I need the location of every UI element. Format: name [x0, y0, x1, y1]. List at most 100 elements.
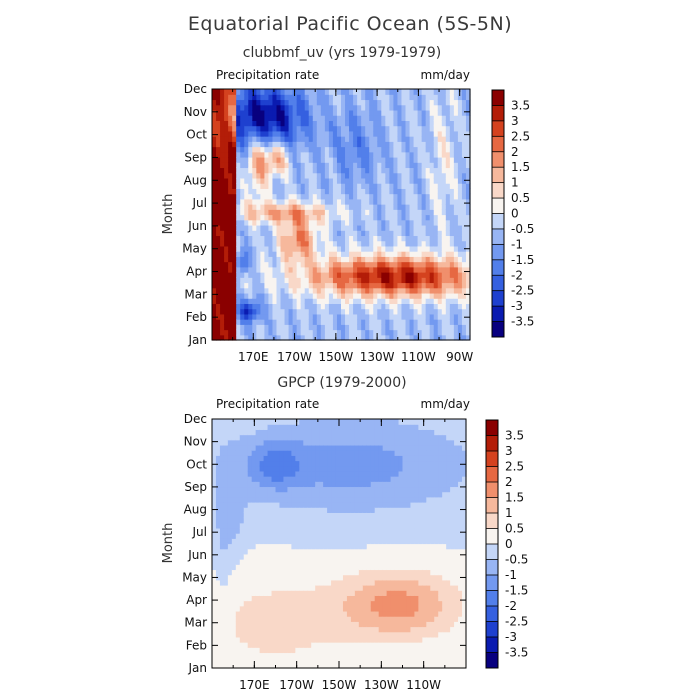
heatmap-cell	[271, 642, 277, 648]
heatmap-cell	[275, 595, 281, 602]
heatmap-cell	[339, 631, 344, 638]
heatmap-cell	[216, 141, 221, 148]
heatmap-cell	[271, 548, 277, 555]
heatmap-cell	[345, 104, 350, 111]
heatmap-cell	[215, 631, 221, 638]
heatmap-cell	[365, 240, 370, 247]
heatmap-cell	[354, 657, 360, 664]
heatmap-cell	[259, 636, 265, 643]
heatmap-cell	[260, 99, 266, 106]
heatmap-cell	[259, 590, 265, 596]
heatmap-cell	[319, 507, 324, 513]
heatmap-cell	[212, 455, 217, 462]
colorbar-swatch	[492, 167, 504, 184]
heatmap-cell	[331, 569, 336, 576]
heatmap-cell	[421, 319, 427, 325]
heatmap-cell	[255, 424, 261, 430]
heatmap-cell	[260, 329, 266, 336]
heatmap-cell	[275, 491, 281, 498]
heatmap-cell	[385, 130, 390, 137]
heatmap-cell	[212, 162, 217, 169]
heatmap-cell	[268, 146, 274, 153]
y-tick-label: Nov	[184, 105, 207, 119]
heatmap-cell	[457, 266, 463, 273]
heatmap-cell	[312, 266, 318, 273]
heatmap-cell	[405, 235, 411, 242]
heatmap-cell	[437, 89, 443, 95]
heatmap-cell	[339, 512, 344, 519]
heatmap-cell	[381, 151, 386, 158]
heatmap-cell	[259, 486, 265, 493]
heatmap-cell	[283, 626, 289, 633]
heatmap-cell	[327, 553, 332, 560]
heatmap-cell	[323, 476, 328, 482]
heatmap-cell	[264, 272, 270, 278]
heatmap-cell	[276, 298, 282, 304]
heatmap-cell	[307, 626, 312, 633]
heatmap-cell	[324, 125, 330, 132]
heatmap-cell	[433, 209, 439, 216]
heatmap-cell	[405, 240, 411, 247]
heatmap-cell	[264, 277, 270, 284]
heatmap-cell	[220, 99, 225, 106]
colorbar-label: -1.5	[511, 253, 534, 267]
heatmap-cell	[311, 533, 316, 539]
heatmap-cell	[336, 109, 342, 116]
heatmap-cell	[279, 590, 285, 596]
heatmap-cell	[393, 334, 399, 341]
heatmap-cell	[315, 496, 320, 503]
heatmap-cell	[224, 230, 229, 237]
heatmap-cell	[296, 204, 302, 210]
heatmap-cell	[259, 444, 265, 451]
heatmap-cell	[220, 219, 225, 226]
heatmap-cell	[323, 642, 328, 648]
heatmap-cell	[385, 224, 390, 231]
heatmap-cell	[276, 334, 282, 341]
heatmap-cell	[295, 517, 300, 524]
heatmap-cell	[311, 657, 316, 664]
heatmap-cell	[361, 167, 366, 174]
heatmap-cell	[357, 292, 362, 299]
heatmap-cell	[397, 136, 403, 142]
heatmap-cell	[320, 272, 326, 278]
heatmap-cell	[239, 496, 245, 503]
heatmap-cell	[342, 491, 348, 498]
heatmap-cell	[437, 115, 443, 121]
heatmap-cell	[335, 470, 340, 477]
heatmap-cell	[267, 626, 273, 633]
heatmap-cell	[315, 444, 320, 451]
heatmap-cell	[417, 209, 423, 216]
heatmap-cell	[212, 631, 217, 638]
heatmap-cell	[224, 99, 229, 106]
heatmap-cell	[373, 172, 378, 179]
heatmap-cell	[295, 564, 300, 571]
heatmap-cell	[361, 94, 366, 101]
heatmap-cell	[243, 579, 249, 586]
heatmap-cell	[295, 636, 300, 643]
heatmap-cell	[243, 439, 249, 446]
heatmap-cell	[331, 481, 336, 488]
heatmap-cell	[349, 230, 354, 237]
heatmap-cell	[227, 465, 233, 472]
heatmap-cell	[307, 559, 312, 565]
heatmap-cell	[350, 636, 356, 643]
heatmap-cell	[316, 303, 322, 310]
heatmap-cell	[393, 115, 399, 121]
heatmap-cell	[284, 261, 290, 268]
heatmap-cell	[353, 162, 358, 169]
heatmap-cell	[307, 590, 312, 596]
heatmap-cell	[457, 256, 463, 263]
heatmap-cell	[299, 455, 304, 462]
heatmap-cell	[287, 662, 292, 669]
heatmap-cell	[247, 486, 253, 493]
heatmap-cell	[397, 130, 403, 137]
heatmap-cell	[263, 579, 269, 586]
heatmap-cell	[299, 439, 304, 446]
heatmap-cell	[319, 553, 324, 560]
heatmap-cell	[252, 272, 257, 278]
heatmap-cell	[220, 303, 225, 310]
heatmap-cell	[324, 193, 330, 200]
heatmap-cell	[235, 419, 241, 425]
heatmap-cell	[336, 224, 342, 231]
heatmap-cell	[247, 595, 253, 602]
